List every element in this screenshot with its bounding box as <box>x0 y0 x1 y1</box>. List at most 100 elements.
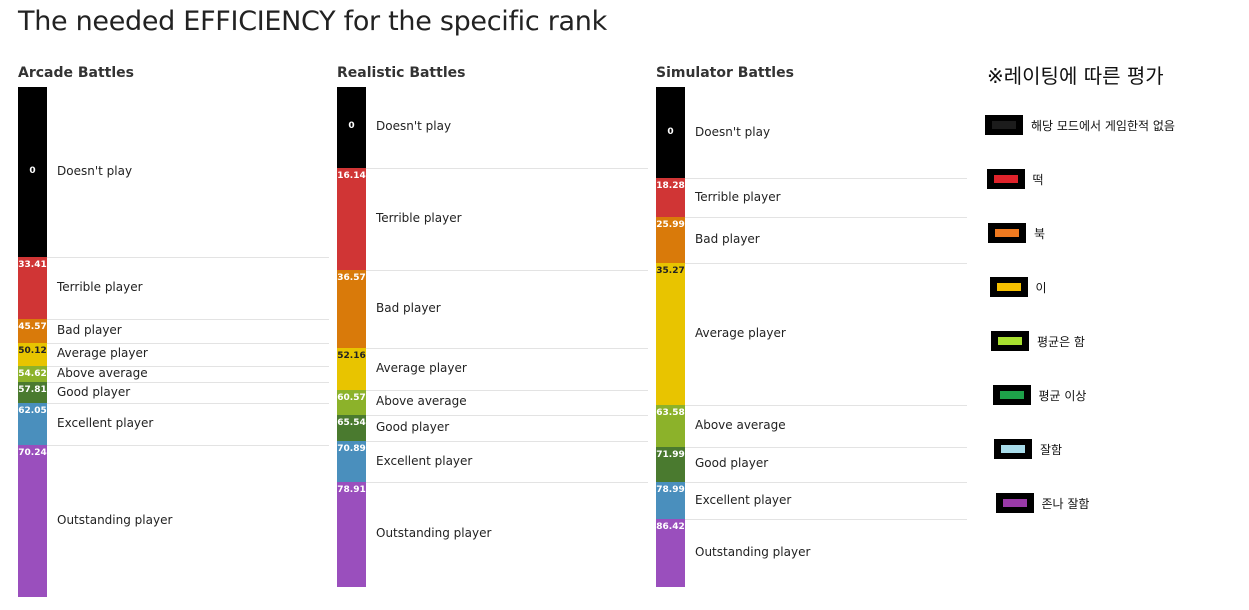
legend-label: 평균 이상 <box>1038 389 1087 403</box>
data-label: 63.58 <box>656 407 685 418</box>
page-title: The needed EFFICIENCY for the specific r… <box>18 6 607 37</box>
bar-segment <box>656 216 685 264</box>
bar-segment <box>18 319 47 343</box>
category-label: Bad player <box>376 300 441 315</box>
data-label: 86.42 <box>656 522 685 533</box>
legend-label: 잘함 <box>1040 443 1063 457</box>
data-label: 0 <box>348 121 355 132</box>
bar-segment <box>337 347 366 390</box>
legend-label: 이 <box>1035 281 1047 295</box>
row-separator <box>366 414 648 416</box>
row-separator <box>47 381 329 383</box>
data-label: 70.24 <box>18 448 47 459</box>
legend-swatch <box>994 439 1032 459</box>
category-label: Excellent player <box>57 416 154 431</box>
bar-segment <box>18 381 47 404</box>
data-label: 70.89 <box>337 444 366 455</box>
category-label: Average player <box>376 360 467 375</box>
category-label: Excellent player <box>376 453 473 468</box>
bar-segment <box>337 87 366 168</box>
data-label: 36.57 <box>337 272 366 283</box>
legend-label: 북 <box>1034 227 1046 241</box>
bar-segment <box>18 365 47 382</box>
category-label: Doesn't play <box>695 124 771 139</box>
data-label: 0 <box>29 166 36 177</box>
category-label: Outstanding player <box>695 545 811 560</box>
legend-swatch <box>995 493 1034 513</box>
bar-segment <box>337 481 366 587</box>
category-label: Outstanding player <box>376 526 492 541</box>
category-label: Above average <box>376 394 467 409</box>
row-separator <box>47 365 329 367</box>
data-label: 78.99 <box>656 484 685 495</box>
bar-segment <box>18 445 47 597</box>
data-label: 57.81 <box>18 384 47 395</box>
data-label: 25.99 <box>656 219 685 230</box>
bar-segment <box>337 389 366 415</box>
data-label: 0 <box>667 126 674 137</box>
legend-swatch <box>989 277 1028 297</box>
row-separator <box>685 446 967 448</box>
bar-segment <box>18 87 47 258</box>
category-label: Doesn't play <box>57 164 133 179</box>
row-separator <box>685 216 967 218</box>
bar-segment <box>337 441 366 482</box>
legend-swatch <box>992 385 1031 405</box>
row-separator <box>47 257 329 259</box>
data-label: 71.99 <box>656 449 685 460</box>
data-label: 16.14 <box>337 170 366 181</box>
chart-title: Realistic Battles <box>337 65 466 81</box>
bar-segment <box>656 178 685 217</box>
legend-label: 떡 <box>1032 173 1044 187</box>
data-label: 62.05 <box>18 406 47 417</box>
category-label: Bad player <box>695 232 760 247</box>
legend-label: 존나 잘함 <box>1041 497 1090 511</box>
row-separator <box>685 404 967 406</box>
category-label: Above average <box>57 365 148 380</box>
category-label: Bad player <box>57 323 122 337</box>
row-separator <box>685 519 967 521</box>
row-separator <box>366 481 648 483</box>
legend-swatch <box>991 331 1029 351</box>
category-label: Average player <box>57 346 148 361</box>
bar-segment <box>656 446 685 482</box>
category-label: Terrible player <box>376 210 462 225</box>
row-separator <box>47 342 329 344</box>
data-label: 33.41 <box>18 260 47 271</box>
legend-label: 해당 모드에서 게임한적 없음 <box>1031 119 1175 133</box>
bar-segment <box>18 257 47 320</box>
row-separator <box>366 269 648 271</box>
bar-segment <box>18 342 47 366</box>
category-label: Above average <box>695 417 786 432</box>
legend-title: ※레이팅에 따른 평가 <box>987 64 1164 88</box>
row-separator <box>366 389 648 391</box>
category-label: Terrible player <box>57 280 143 295</box>
legend-label: 평균은 함 <box>1037 335 1085 349</box>
bar-segment <box>337 414 366 442</box>
category-label: Good player <box>57 384 131 399</box>
row-separator <box>47 403 329 405</box>
bar-segment <box>656 87 685 179</box>
bar-segment <box>18 403 47 446</box>
category-label: Outstanding player <box>57 513 173 528</box>
row-separator <box>685 263 967 265</box>
legend-swatch <box>985 115 1023 135</box>
chart-title: Arcade Battles <box>18 65 135 81</box>
bar-segment <box>337 269 366 348</box>
category-label: Good player <box>376 420 450 435</box>
category-label: Excellent player <box>695 492 792 507</box>
row-separator <box>366 167 648 169</box>
data-label: 54.62 <box>18 368 47 379</box>
bar-segment <box>337 167 366 270</box>
chart-title: Simulator Battles <box>656 65 794 81</box>
data-label: 60.57 <box>337 392 366 403</box>
data-label: 35.27 <box>656 266 685 277</box>
legend-swatch <box>986 169 1025 189</box>
data-label: 78.91 <box>337 484 366 495</box>
category-label: Doesn't play <box>376 119 452 134</box>
bar-segment <box>656 481 685 520</box>
category-label: Good player <box>695 456 769 471</box>
legend-swatch <box>988 223 1026 243</box>
data-label: 45.57 <box>18 322 47 333</box>
category-label: Terrible player <box>695 189 781 204</box>
